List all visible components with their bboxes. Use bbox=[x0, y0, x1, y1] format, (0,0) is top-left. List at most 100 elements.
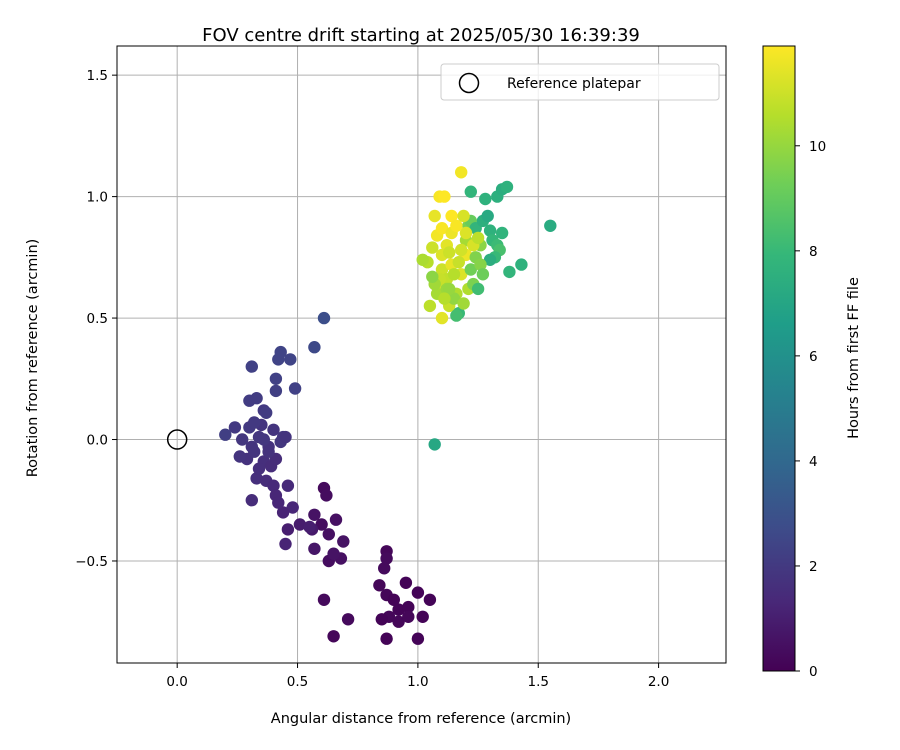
data-point bbox=[474, 258, 487, 271]
data-point bbox=[317, 311, 331, 325]
data-point bbox=[416, 253, 429, 266]
data-point bbox=[435, 222, 449, 235]
data-point bbox=[399, 576, 413, 589]
data-point bbox=[411, 632, 425, 645]
x-tick-label: 0.5 bbox=[287, 674, 308, 690]
data-point bbox=[284, 353, 297, 366]
colorbar: 0 2 4 6 8 10 Hours from first FF file bbox=[762, 45, 862, 680]
data-point bbox=[260, 406, 273, 419]
data-point bbox=[392, 615, 405, 628]
data-point bbox=[303, 520, 316, 534]
data-point bbox=[274, 345, 287, 359]
data-point bbox=[428, 209, 441, 223]
colorbar-tick-label: 0 bbox=[809, 664, 818, 680]
data-point bbox=[423, 593, 437, 606]
legend-box bbox=[440, 63, 720, 101]
data-point bbox=[279, 537, 292, 551]
data-point bbox=[317, 593, 331, 606]
colorbar-tick-label: 8 bbox=[809, 244, 818, 260]
data-point bbox=[457, 209, 470, 223]
data-point bbox=[288, 382, 302, 395]
data-point bbox=[402, 600, 415, 614]
data-point bbox=[447, 292, 461, 305]
data-point bbox=[233, 450, 246, 463]
data-point bbox=[483, 224, 497, 237]
data-point bbox=[471, 231, 485, 245]
data-point bbox=[471, 282, 485, 296]
data-point bbox=[267, 479, 280, 492]
data-point bbox=[245, 360, 258, 373]
data-point bbox=[423, 299, 437, 313]
x-tick-label: 1.0 bbox=[407, 674, 428, 690]
data-point bbox=[276, 506, 290, 519]
colorbar-tick-label: 4 bbox=[809, 454, 818, 470]
data-point bbox=[416, 610, 429, 623]
data-point bbox=[245, 494, 258, 507]
data-point bbox=[464, 263, 477, 276]
data-point bbox=[435, 263, 449, 276]
y-tick-label: 0.5 bbox=[87, 311, 108, 327]
data-point bbox=[341, 613, 355, 626]
data-point bbox=[503, 265, 516, 279]
data-point bbox=[228, 421, 242, 434]
data-point bbox=[252, 462, 266, 475]
legend: Reference platepar bbox=[440, 63, 720, 101]
data-point bbox=[245, 440, 258, 453]
y-tick-label: 1.0 bbox=[87, 190, 108, 206]
data-point bbox=[236, 433, 249, 446]
data-point bbox=[447, 268, 461, 281]
data-point bbox=[455, 166, 468, 179]
data-point bbox=[281, 523, 295, 536]
data-point bbox=[250, 472, 263, 485]
data-point bbox=[329, 513, 343, 526]
data-point bbox=[320, 489, 333, 502]
data-point bbox=[308, 508, 321, 521]
data-point bbox=[267, 423, 280, 436]
data-point bbox=[495, 226, 509, 240]
legend-marker bbox=[458, 72, 480, 94]
data-point bbox=[327, 547, 340, 560]
data-point bbox=[479, 192, 492, 206]
chart-title: FOV centre drift starting at 2025/05/30 … bbox=[202, 25, 640, 46]
data-point bbox=[452, 256, 465, 269]
grid bbox=[117, 46, 726, 663]
plot-frame bbox=[116, 45, 727, 664]
colorbar-gradient bbox=[762, 45, 796, 672]
data-point bbox=[402, 610, 415, 623]
data-point bbox=[426, 241, 439, 254]
data-point bbox=[262, 445, 275, 458]
data-point bbox=[481, 209, 494, 223]
data-point bbox=[378, 562, 391, 575]
y-tick-label: 0.0 bbox=[87, 433, 108, 449]
data-point bbox=[286, 501, 299, 514]
data-point bbox=[322, 528, 335, 541]
legend-entry-reference-platepar: Reference platepar bbox=[507, 76, 641, 92]
y-axis-ticks: −0.5 0.0 0.5 1.0 1.5 bbox=[75, 68, 117, 570]
data-point bbox=[272, 496, 285, 509]
x-tick-label: 1.5 bbox=[528, 674, 549, 690]
x-tick-label: 0.0 bbox=[166, 674, 187, 690]
data-point bbox=[269, 372, 283, 385]
data-point bbox=[443, 282, 456, 296]
data-point bbox=[380, 632, 393, 645]
data-point bbox=[269, 384, 283, 398]
data-point bbox=[315, 518, 328, 531]
data-point bbox=[279, 430, 292, 444]
colorbar-tick-label: 2 bbox=[809, 559, 818, 575]
data-point bbox=[483, 253, 497, 266]
data-point bbox=[308, 542, 321, 555]
data-point bbox=[443, 246, 456, 259]
data-point bbox=[544, 219, 557, 232]
data-point bbox=[445, 209, 458, 223]
y-tick-label: 1.5 bbox=[87, 68, 108, 84]
data-point bbox=[308, 341, 321, 354]
data-point bbox=[438, 190, 451, 203]
data-point bbox=[257, 433, 270, 446]
data-point bbox=[459, 226, 473, 240]
data-point bbox=[500, 180, 514, 194]
data-point bbox=[375, 613, 388, 626]
colorbar-ticks: 0 2 4 6 8 10 bbox=[795, 139, 826, 680]
data-point bbox=[435, 311, 449, 325]
data-point bbox=[450, 309, 463, 322]
